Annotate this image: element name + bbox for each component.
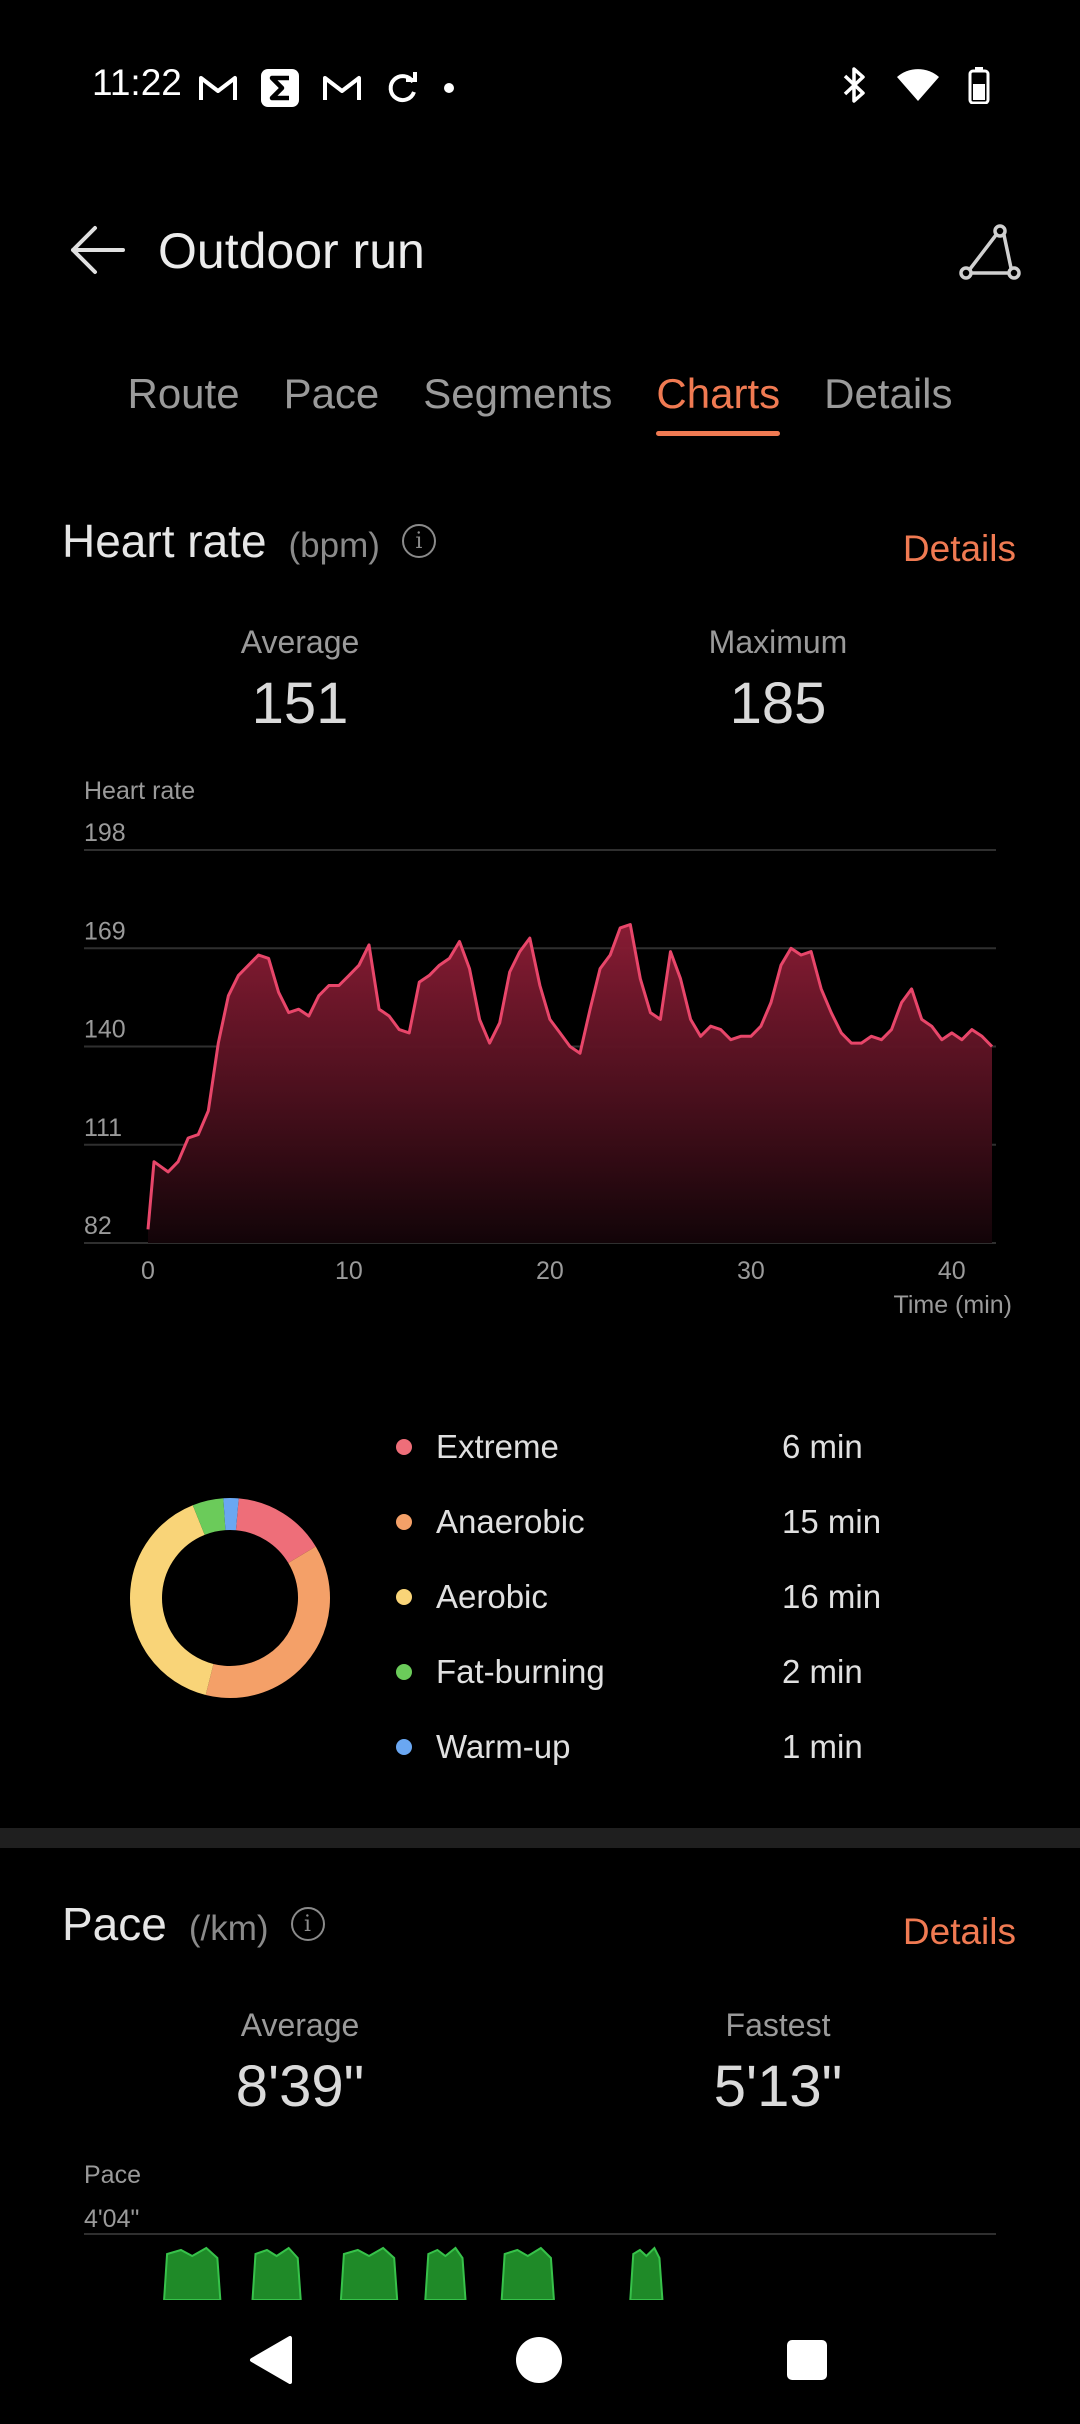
wifi-icon [897, 69, 939, 101]
heart-rate-unit: (bpm) [288, 526, 380, 565]
pace-title: Pace [62, 1898, 167, 1950]
battery-icon [968, 67, 990, 104]
gmail-icon [323, 76, 361, 100]
pace-segment [500, 2246, 555, 2300]
sync-icon [388, 72, 417, 103]
route-icon [959, 224, 1021, 280]
sigma-app-icon [261, 69, 299, 107]
heart-rate-title: Heart rate [62, 515, 267, 567]
zone-dot [396, 1589, 412, 1605]
zone-donut-chart [130, 1498, 330, 1698]
hr-area [148, 924, 992, 1243]
recents-square-icon [787, 2340, 827, 2380]
pace-segment [339, 2246, 399, 2300]
zone-value: 6 min [782, 1428, 863, 1465]
hr-x-tick: 20 [536, 1257, 564, 1285]
hr-x-tick: 10 [335, 1257, 363, 1285]
pace-header: Pace (/km) i [62, 1897, 325, 1951]
pace-average-label: Average [240, 2007, 360, 2043]
hr-average-label: Average [240, 624, 360, 660]
tab-segments[interactable]: Segments [423, 370, 613, 417]
notification-icons [198, 68, 456, 108]
pace-unit: (/km) [188, 1909, 269, 1948]
zone-slice-aerobic [130, 1498, 330, 1698]
back-triangle-icon [250, 2336, 292, 2384]
hr-y-tick: 198 [84, 819, 126, 847]
hr-x-axis-title: Time (min) [893, 1291, 1012, 1319]
arrow-left-icon [71, 226, 125, 274]
hr-y-tick: 169 [84, 917, 126, 945]
zone-dot [396, 1514, 412, 1530]
pace-y-tick: 4'04" [84, 2205, 139, 2233]
info-icon[interactable]: i [290, 1907, 325, 1941]
zone-dot [396, 1739, 412, 1755]
zone-dot [396, 1664, 412, 1680]
system-icons [842, 66, 990, 104]
pace-details-link[interactable]: Details [902, 1911, 1016, 1952]
zone-slice-anaerobic [130, 1498, 330, 1698]
hr-axis-title: Heart rate [84, 777, 195, 805]
zone-name: Fat-burning [436, 1653, 605, 1690]
pace-segment [629, 2246, 664, 2300]
nav-recents-button[interactable] [762, 2315, 852, 2405]
section-divider [0, 1828, 1080, 1848]
hr-x-tick: 0 [141, 1257, 155, 1285]
tab-route[interactable]: Route [127, 370, 240, 417]
heart-rate-chart: Heart rate 198 169 140 111 82 0 10 20 30 40 Time… [84, 777, 1012, 1319]
page-title: Outdoor run [158, 223, 425, 279]
nav-home-button[interactable] [494, 2315, 584, 2405]
zone-dot [396, 1439, 412, 1455]
status-time: 11:22 [92, 62, 182, 103]
zone-row-extreme: Extreme 6 min [396, 1428, 1016, 1466]
hr-x-ticks: 0 10 20 30 40 [141, 1257, 966, 1285]
hr-series-line [146, 923, 994, 1230]
pace-series [163, 2246, 664, 2300]
info-icon[interactable]: i [401, 524, 436, 558]
zone-value: 16 min [782, 1578, 882, 1615]
zone-name: Anaerobic [436, 1503, 585, 1540]
pace-segment [251, 2246, 302, 2300]
hr-x-tick: 30 [737, 1257, 765, 1285]
back-button[interactable] [62, 215, 132, 285]
nav-back-button[interactable] [226, 2315, 316, 2405]
zone-value: 15 min [782, 1503, 882, 1540]
heart-rate-details-link[interactable]: Details [902, 528, 1016, 569]
zone-row-fat-burning: Fat-burning 2 min [396, 1653, 1016, 1691]
tab-charts[interactable]: Charts [656, 370, 780, 436]
hr-average-value: 151 [251, 671, 349, 736]
tab-pace[interactable]: Pace [283, 370, 380, 417]
zone-slice-warm-up [130, 1498, 330, 1698]
tab-bar: Route Pace Segments Charts Details [0, 370, 1080, 436]
hr-maximum-label: Maximum [708, 624, 848, 660]
zone-row-warm-up: Warm-up 1 min [396, 1728, 1016, 1766]
pace-axis-title: Pace [84, 2161, 141, 2189]
tab-details[interactable]: Details [824, 370, 953, 417]
bluetooth-icon [843, 67, 865, 103]
zone-name: Aerobic [436, 1578, 548, 1615]
zone-value: 1 min [782, 1728, 863, 1765]
hr-y-tick: 82 [84, 1212, 112, 1240]
zone-value: 2 min [782, 1653, 863, 1690]
hr-maximum-value: 185 [729, 671, 827, 736]
pace-fastest-label: Fastest [725, 2007, 831, 2043]
zone-row-aerobic: Aerobic 16 min [396, 1578, 1016, 1616]
gmail-icon [199, 76, 237, 100]
hr-x-tick: 40 [938, 1257, 966, 1285]
route-button[interactable] [950, 212, 1030, 292]
pace-average-value: 8'39" [235, 2054, 365, 2119]
dot-icon [444, 83, 454, 93]
home-circle-icon [516, 2337, 562, 2383]
pace-fastest-value: 5'13" [713, 2054, 843, 2119]
heart-rate-header: Heart rate (bpm) i [62, 514, 436, 568]
pace-segment [424, 2246, 467, 2300]
hr-y-tick: 140 [84, 1016, 126, 1044]
pace-segment [163, 2246, 222, 2300]
zone-name: Extreme [436, 1428, 559, 1465]
zone-row-anaerobic: Anaerobic 15 min [396, 1503, 1016, 1541]
pace-chart: Pace 4'04" [84, 2161, 996, 2300]
zone-name: Warm-up [436, 1728, 571, 1765]
hr-y-tick: 111 [84, 1114, 122, 1142]
